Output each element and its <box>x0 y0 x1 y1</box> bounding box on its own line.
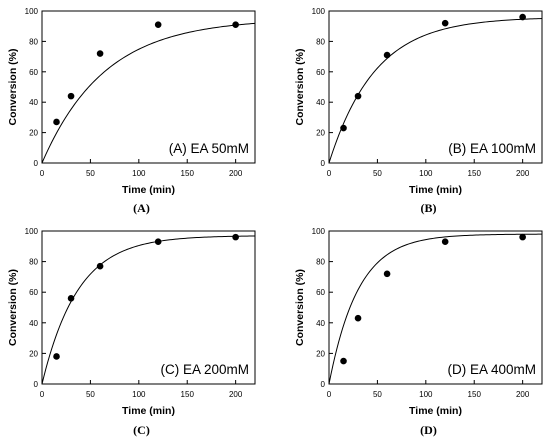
chart-panel-d: 0 20 40 60 80 100 0 50 100 150 200 Time (min) Conver… <box>294 227 543 437</box>
data-point <box>441 19 449 27</box>
panel-caption: (A) <box>133 201 150 215</box>
y-tick-label: 80 <box>29 37 38 46</box>
y-tick-label: 20 <box>316 349 325 358</box>
x-tick-label: 0 <box>327 169 332 178</box>
y-tick-label: 40 <box>29 319 38 328</box>
x-tick-label: 50 <box>373 390 382 399</box>
y-tick-label: 40 <box>29 98 38 107</box>
data-point <box>232 21 239 28</box>
y-tick-label: 60 <box>29 288 38 297</box>
x-tick-label: 50 <box>86 169 95 178</box>
data-point <box>154 21 162 28</box>
x-tick-label: 150 <box>181 169 195 178</box>
data-point <box>519 13 526 21</box>
plot-frame <box>328 10 543 164</box>
fit-curve <box>329 18 542 163</box>
panel-caption: (B) <box>421 201 437 215</box>
data-point <box>340 357 347 365</box>
x-tick-label: 200 <box>516 169 530 178</box>
data-point <box>383 270 391 278</box>
x-tick-label: 50 <box>373 169 382 178</box>
y-tick-label: 20 <box>29 129 38 138</box>
y-axis-title: Conversion (%) <box>7 269 19 346</box>
data-point <box>354 314 362 322</box>
y-tick-label: 100 <box>312 7 326 16</box>
x-tick-label: 0 <box>40 390 45 399</box>
y-tick-label: 80 <box>316 258 325 267</box>
y-axis-title: Conversion (%) <box>294 269 306 346</box>
data-point <box>67 92 75 100</box>
panel-caption: (D) <box>420 423 437 437</box>
y-axis-title: Conversion (%) <box>294 48 306 125</box>
data-point <box>53 118 60 126</box>
chart-panel-a: 0 20 40 60 80 100 0 50 100 150 200 Time (min) Conver… <box>7 7 256 215</box>
y-tick-label: 100 <box>25 7 39 16</box>
data-point <box>232 233 239 241</box>
panel-annotation: (C) EA 200mM <box>160 362 249 377</box>
fit-curve <box>42 235 255 384</box>
x-axis-title: Time (min) <box>409 405 462 417</box>
x-tick-label: 150 <box>468 390 482 399</box>
panel-annotation: (B) EA 100mM <box>448 141 536 156</box>
panel-caption: (C) <box>133 423 150 437</box>
x-tick-label: 100 <box>419 390 433 399</box>
y-tick-label: 20 <box>29 349 38 358</box>
fit-curve <box>42 22 255 163</box>
x-tick-label: 0 <box>40 169 45 178</box>
x-axis-title: Time (min) <box>122 184 175 196</box>
x-tick-label: 200 <box>516 390 530 399</box>
plot-frame <box>328 230 543 385</box>
y-axis-title: Conversion (%) <box>7 48 19 125</box>
fit-curve <box>329 233 542 384</box>
y-tick-label: 60 <box>29 68 38 77</box>
data-point <box>383 51 391 59</box>
y-tick-label: 0 <box>321 380 326 389</box>
x-axis-title: Time (min) <box>409 184 462 196</box>
y-tick-label: 0 <box>34 380 39 389</box>
y-tick-label: 0 <box>321 159 326 168</box>
data-point <box>441 238 449 246</box>
y-tick-label: 80 <box>29 258 38 267</box>
y-tick-label: 100 <box>25 227 39 236</box>
x-tick-label: 50 <box>86 390 95 399</box>
y-tick-label: 40 <box>316 98 325 107</box>
chart-panel-b: 0 20 40 60 80 100 0 50 100 150 200 Time (min) Conver… <box>294 7 543 215</box>
chart-panel-c: 0 20 40 60 80 100 0 50 100 150 200 Time (min) Conver… <box>7 227 256 437</box>
data-point <box>519 233 526 241</box>
y-tick-label: 80 <box>316 37 325 46</box>
y-tick-label: 60 <box>316 288 325 297</box>
y-tick-label: 60 <box>316 68 325 77</box>
x-tick-label: 200 <box>229 169 243 178</box>
data-point <box>53 353 60 360</box>
data-point <box>67 295 75 302</box>
panel-annotation: (D) EA 400mM <box>447 362 536 377</box>
y-tick-label: 20 <box>316 129 325 138</box>
data-point <box>340 124 347 132</box>
y-tick-label: 100 <box>312 227 326 236</box>
x-tick-label: 100 <box>132 390 146 399</box>
x-tick-label: 200 <box>229 390 243 399</box>
data-point <box>96 262 104 270</box>
x-tick-label: 100 <box>132 169 146 178</box>
x-tick-label: 150 <box>181 390 195 399</box>
panel-annotation: (A) EA 50mM <box>169 141 249 156</box>
x-tick-label: 150 <box>468 169 482 178</box>
y-tick-label: 40 <box>316 319 325 328</box>
y-tick-label: 0 <box>34 159 39 168</box>
data-point <box>154 238 162 246</box>
data-point <box>354 92 362 100</box>
data-point <box>96 50 104 57</box>
x-tick-label: 0 <box>327 390 332 399</box>
plot-frame <box>41 230 256 385</box>
x-axis-title: Time (min) <box>122 405 175 417</box>
plot-frame <box>41 10 256 164</box>
x-tick-label: 100 <box>419 169 433 178</box>
